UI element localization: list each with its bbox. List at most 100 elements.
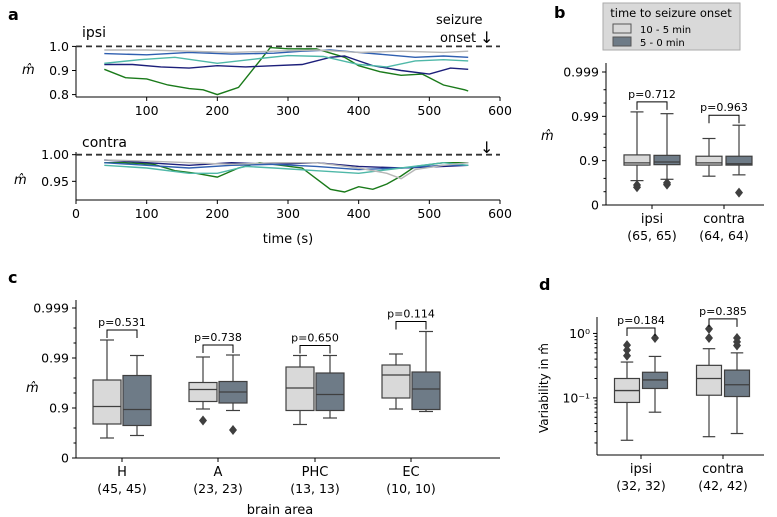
contra-subtitle: contra [82,135,127,151]
b-outlier [633,180,641,191]
c-group-label: PHC [302,465,329,480]
d-significance-bracket [626,327,656,336]
contra-xtick-label: 100 [135,206,159,221]
panel-label-d: d [539,275,550,294]
contra-series-gray [104,159,469,180]
d-p-value: p=0.385 [699,305,747,318]
c-p-value: p=0.650 [291,332,339,345]
d-outlier [651,332,659,343]
d-outlier [733,332,741,343]
contra-series-blue [104,162,469,171]
panel-c: m̂ 0.999 0.99 0.9 0 H(45, 45) A(23, 23) PHC(13… [26,300,500,517]
b-box [653,154,681,166]
ipsi-ytick-label: 1.0 [49,39,69,54]
c-significance-bracket [299,345,331,354]
c-p-value: p=0.738 [194,331,242,344]
b-group-label: contra [703,212,745,227]
panel-b: time to seizure onset 10 - 5 min 5 - 0 m… [541,2,764,243]
b-outlier [663,177,671,188]
c-group-label: A [214,465,223,480]
c-box [188,381,218,403]
b-p-value: p=0.712 [628,88,676,101]
c-box [381,364,411,399]
c-outlier [199,415,207,426]
c-box [285,366,315,412]
contra-xtick-label: 300 [276,206,300,221]
b-ytick-label: 0 [591,198,599,213]
panel-label-b: b [554,3,565,22]
contra-ytick-label: 0.95 [41,174,69,189]
d-ytick-label: 10⁻¹ [562,390,590,405]
b-ytick-label: 0.9 [579,153,599,168]
c-ytick-label: 0.99 [41,351,69,366]
seizure-onset-line2: onset [440,31,476,46]
c-box [92,379,122,425]
c-box [122,374,152,427]
brain-area-xlabel: brain area [247,503,314,517]
legend-title: time to seizure onset [610,6,732,20]
panel-d: Variability in m̂ 10⁰ 10⁻¹ ipsi(32, 32) con… [537,305,764,493]
d-significance-bracket [708,318,738,327]
ipsi-seizure-arrow: ↓ [480,28,493,47]
d-outlier [705,323,713,334]
b-ytick-label: 0.99 [571,109,599,124]
d-outlier [623,340,631,351]
c-group-n: (23, 23) [193,481,243,496]
c-group-n: (45, 45) [97,481,147,496]
contra-xtick-label: 200 [205,206,229,221]
contra-ylabel: m̂ [14,173,27,188]
b-p-value: p=0.963 [700,101,748,114]
ipsi-series-gray [104,49,469,54]
b-box [623,154,651,166]
ipsi-series-green [104,46,469,96]
c-significance-bracket [202,344,234,353]
legend-label-late: 5 - 0 min [640,38,685,49]
legend-swatch-early [612,23,632,34]
ipsi-xtick-label: 200 [205,103,229,118]
b-box [695,155,723,166]
panel-label-a: a [8,5,19,24]
c-ytick-label: 0.9 [49,401,69,416]
c-group-label: H [117,465,127,480]
panel-a-ipsi: ipsi seizure onset ↓ m̂ 1.0 0.9 0.8 100 200… [22,13,512,118]
c-ytick-label: 0.999 [33,301,69,316]
ipsi-ytick-label: 0.8 [49,87,69,102]
c-group-n: (13, 13) [290,481,340,496]
c-ytick-label: 0 [61,451,69,466]
b-significance-bracket [636,101,668,110]
contra-series-teal [104,161,469,175]
b-outlier [735,187,743,198]
contra-ytick-label: 1.00 [41,147,69,162]
panel-label-c: c [8,268,17,287]
ipsi-ylabel: m̂ [22,63,35,78]
d-p-value: p=0.184 [617,314,665,327]
d-ylabel: Variability in m̂ [537,343,551,433]
seizure-onset-line1: seizure [436,13,483,28]
contra-xtick-label: 600 [488,206,512,221]
ipsi-series-teal [104,54,469,68]
b-box [725,155,753,166]
d-group-n: (42, 42) [698,478,748,493]
contra-xtick-label: 0 [72,206,80,221]
d-group-label: ipsi [630,462,652,477]
c-group-n: (10, 10) [386,481,436,496]
ipsi-xtick-label: 300 [276,103,300,118]
panel-a-contra: contra ↓ m̂ 1.00 0.95 0 100 200 300 400 500 600… [14,135,512,247]
c-p-value: p=0.531 [98,316,146,329]
d-group-n: (32, 32) [616,478,666,493]
ipsi-xtick-label: 600 [488,103,512,118]
c-p-value: p=0.114 [387,308,435,321]
c-ylabel: m̂ [26,381,39,396]
ipsi-series-navy [104,55,469,75]
c-box [315,372,345,412]
d-box [695,364,723,396]
time-xlabel: time (s) [263,232,313,247]
contra-xtick-label: 500 [417,206,441,221]
d-outlier [623,345,631,356]
ipsi-xtick-label: 100 [135,103,159,118]
d-box [723,369,751,398]
c-outlier [229,425,237,435]
d-outlier [623,350,631,361]
ipsi-xtick-label: 400 [347,103,371,118]
